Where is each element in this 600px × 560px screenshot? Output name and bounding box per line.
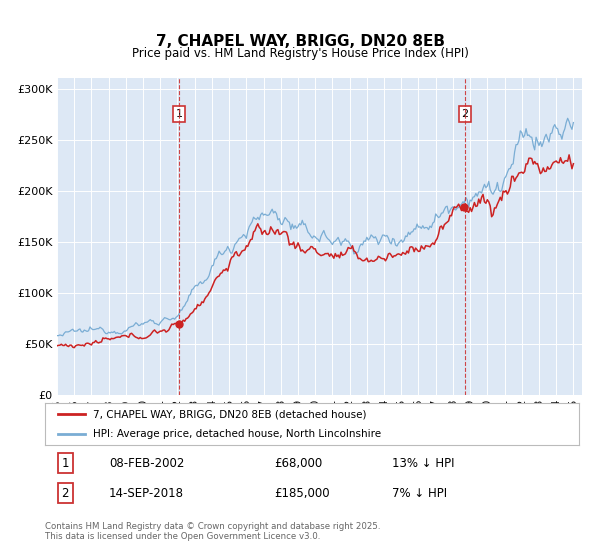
Text: 2: 2 (461, 109, 469, 119)
Text: 14-SEP-2018: 14-SEP-2018 (109, 487, 184, 500)
Text: Contains HM Land Registry data © Crown copyright and database right 2025.
This d: Contains HM Land Registry data © Crown c… (45, 522, 380, 542)
Text: HPI: Average price, detached house, North Lincolnshire: HPI: Average price, detached house, Nort… (93, 429, 381, 438)
Text: £68,000: £68,000 (275, 457, 323, 470)
Text: 13% ↓ HPI: 13% ↓ HPI (392, 457, 455, 470)
Text: 1: 1 (176, 109, 183, 119)
Text: 2: 2 (62, 487, 69, 500)
Text: 1: 1 (62, 457, 69, 470)
Text: 7% ↓ HPI: 7% ↓ HPI (392, 487, 447, 500)
Text: 7, CHAPEL WAY, BRIGG, DN20 8EB: 7, CHAPEL WAY, BRIGG, DN20 8EB (155, 34, 445, 49)
Text: Price paid vs. HM Land Registry's House Price Index (HPI): Price paid vs. HM Land Registry's House … (131, 47, 469, 60)
Text: 08-FEB-2002: 08-FEB-2002 (109, 457, 184, 470)
Text: £185,000: £185,000 (275, 487, 330, 500)
Text: 7, CHAPEL WAY, BRIGG, DN20 8EB (detached house): 7, CHAPEL WAY, BRIGG, DN20 8EB (detached… (93, 409, 367, 419)
